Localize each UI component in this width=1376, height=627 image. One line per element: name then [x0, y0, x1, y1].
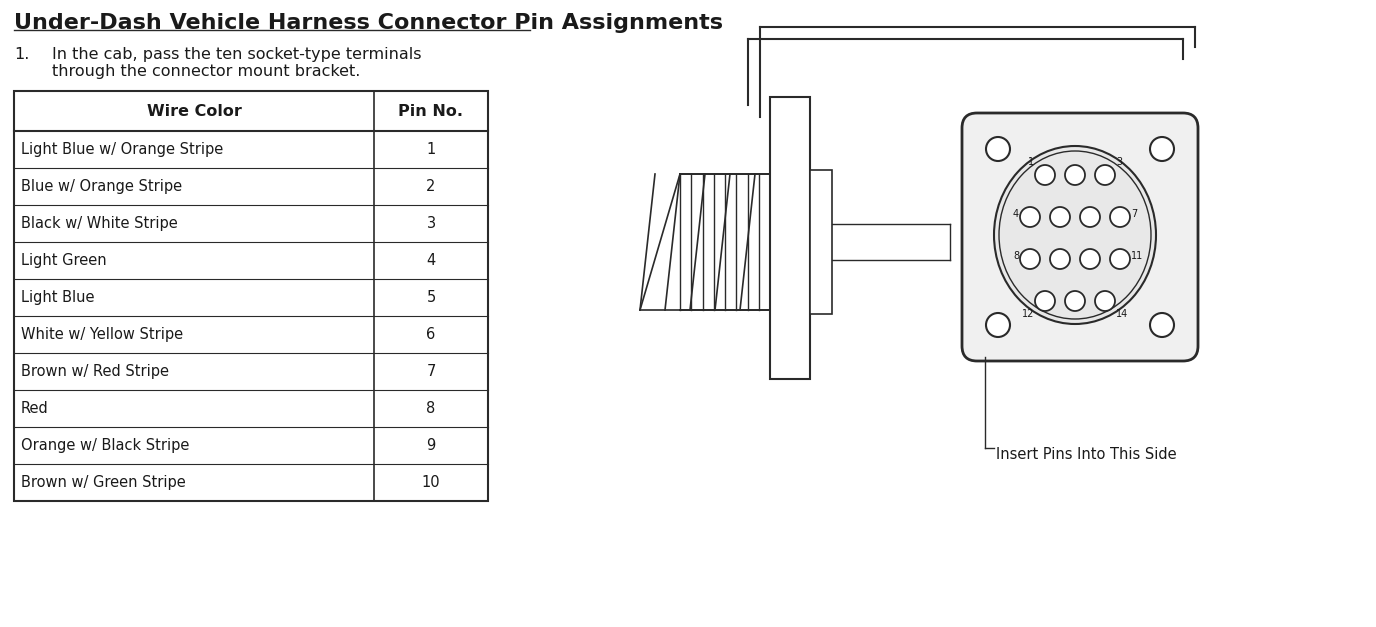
Bar [14, 91, 488, 501]
Text: In the cab, pass the ten socket-type terminals
through the connector mount brack: In the cab, pass the ten socket-type ter… [52, 47, 421, 80]
Circle shape [1150, 313, 1174, 337]
Text: 3: 3 [1116, 157, 1121, 167]
Text: 12: 12 [1021, 309, 1033, 319]
FancyBboxPatch shape [962, 113, 1198, 361]
Text: 1: 1 [427, 142, 436, 157]
Circle shape [1035, 291, 1055, 311]
Text: 6: 6 [427, 327, 436, 342]
Circle shape [1020, 207, 1040, 227]
Circle shape [1050, 207, 1071, 227]
Ellipse shape [993, 146, 1156, 324]
Text: Brown w/ Green Stripe: Brown w/ Green Stripe [21, 475, 186, 490]
Text: 10: 10 [421, 475, 440, 490]
Circle shape [1095, 165, 1115, 185]
Text: Under-Dash Vehicle Harness Connector Pin Assignments: Under-Dash Vehicle Harness Connector Pin… [14, 13, 722, 33]
Circle shape [1150, 137, 1174, 161]
Text: 7: 7 [427, 364, 436, 379]
Circle shape [1080, 207, 1099, 227]
Text: Orange w/ Black Stripe: Orange w/ Black Stripe [21, 438, 190, 453]
Text: 1.: 1. [14, 47, 29, 62]
Text: Light Blue w/ Orange Stripe: Light Blue w/ Orange Stripe [21, 142, 223, 157]
Circle shape [1020, 249, 1040, 269]
Text: 8: 8 [427, 401, 436, 416]
Text: 11: 11 [1131, 251, 1143, 261]
Text: Pin No.: Pin No. [399, 103, 464, 119]
Circle shape [1065, 291, 1086, 311]
Circle shape [987, 137, 1010, 161]
Text: Black w/ White Stripe: Black w/ White Stripe [21, 216, 178, 231]
Text: 4: 4 [1013, 209, 1020, 219]
Circle shape [1065, 165, 1086, 185]
Circle shape [1110, 249, 1130, 269]
Text: Insert Pins Into This Side: Insert Pins Into This Side [996, 447, 1176, 462]
Text: 9: 9 [427, 438, 436, 453]
Text: 1: 1 [1028, 157, 1033, 167]
Text: Brown w/ Red Stripe: Brown w/ Red Stripe [21, 364, 169, 379]
Circle shape [987, 313, 1010, 337]
Text: Blue w/ Orange Stripe: Blue w/ Orange Stripe [21, 179, 182, 194]
Circle shape [1050, 249, 1071, 269]
Text: Wire Color: Wire Color [147, 103, 241, 119]
Text: Red: Red [21, 401, 48, 416]
Text: 2: 2 [427, 179, 436, 194]
Text: 8: 8 [1013, 251, 1020, 261]
Text: 5: 5 [427, 290, 436, 305]
Text: 7: 7 [1131, 209, 1137, 219]
Circle shape [1095, 291, 1115, 311]
Circle shape [1080, 249, 1099, 269]
Circle shape [1035, 165, 1055, 185]
Text: 4: 4 [427, 253, 436, 268]
Text: 3: 3 [427, 216, 436, 231]
Circle shape [1110, 207, 1130, 227]
Text: Light Blue: Light Blue [21, 290, 95, 305]
Bar [810, 170, 832, 314]
Text: Light Green: Light Green [21, 253, 106, 268]
Text: 14: 14 [1116, 309, 1128, 319]
Text: White w/ Yellow Stripe: White w/ Yellow Stripe [21, 327, 183, 342]
Bar [771, 97, 810, 379]
